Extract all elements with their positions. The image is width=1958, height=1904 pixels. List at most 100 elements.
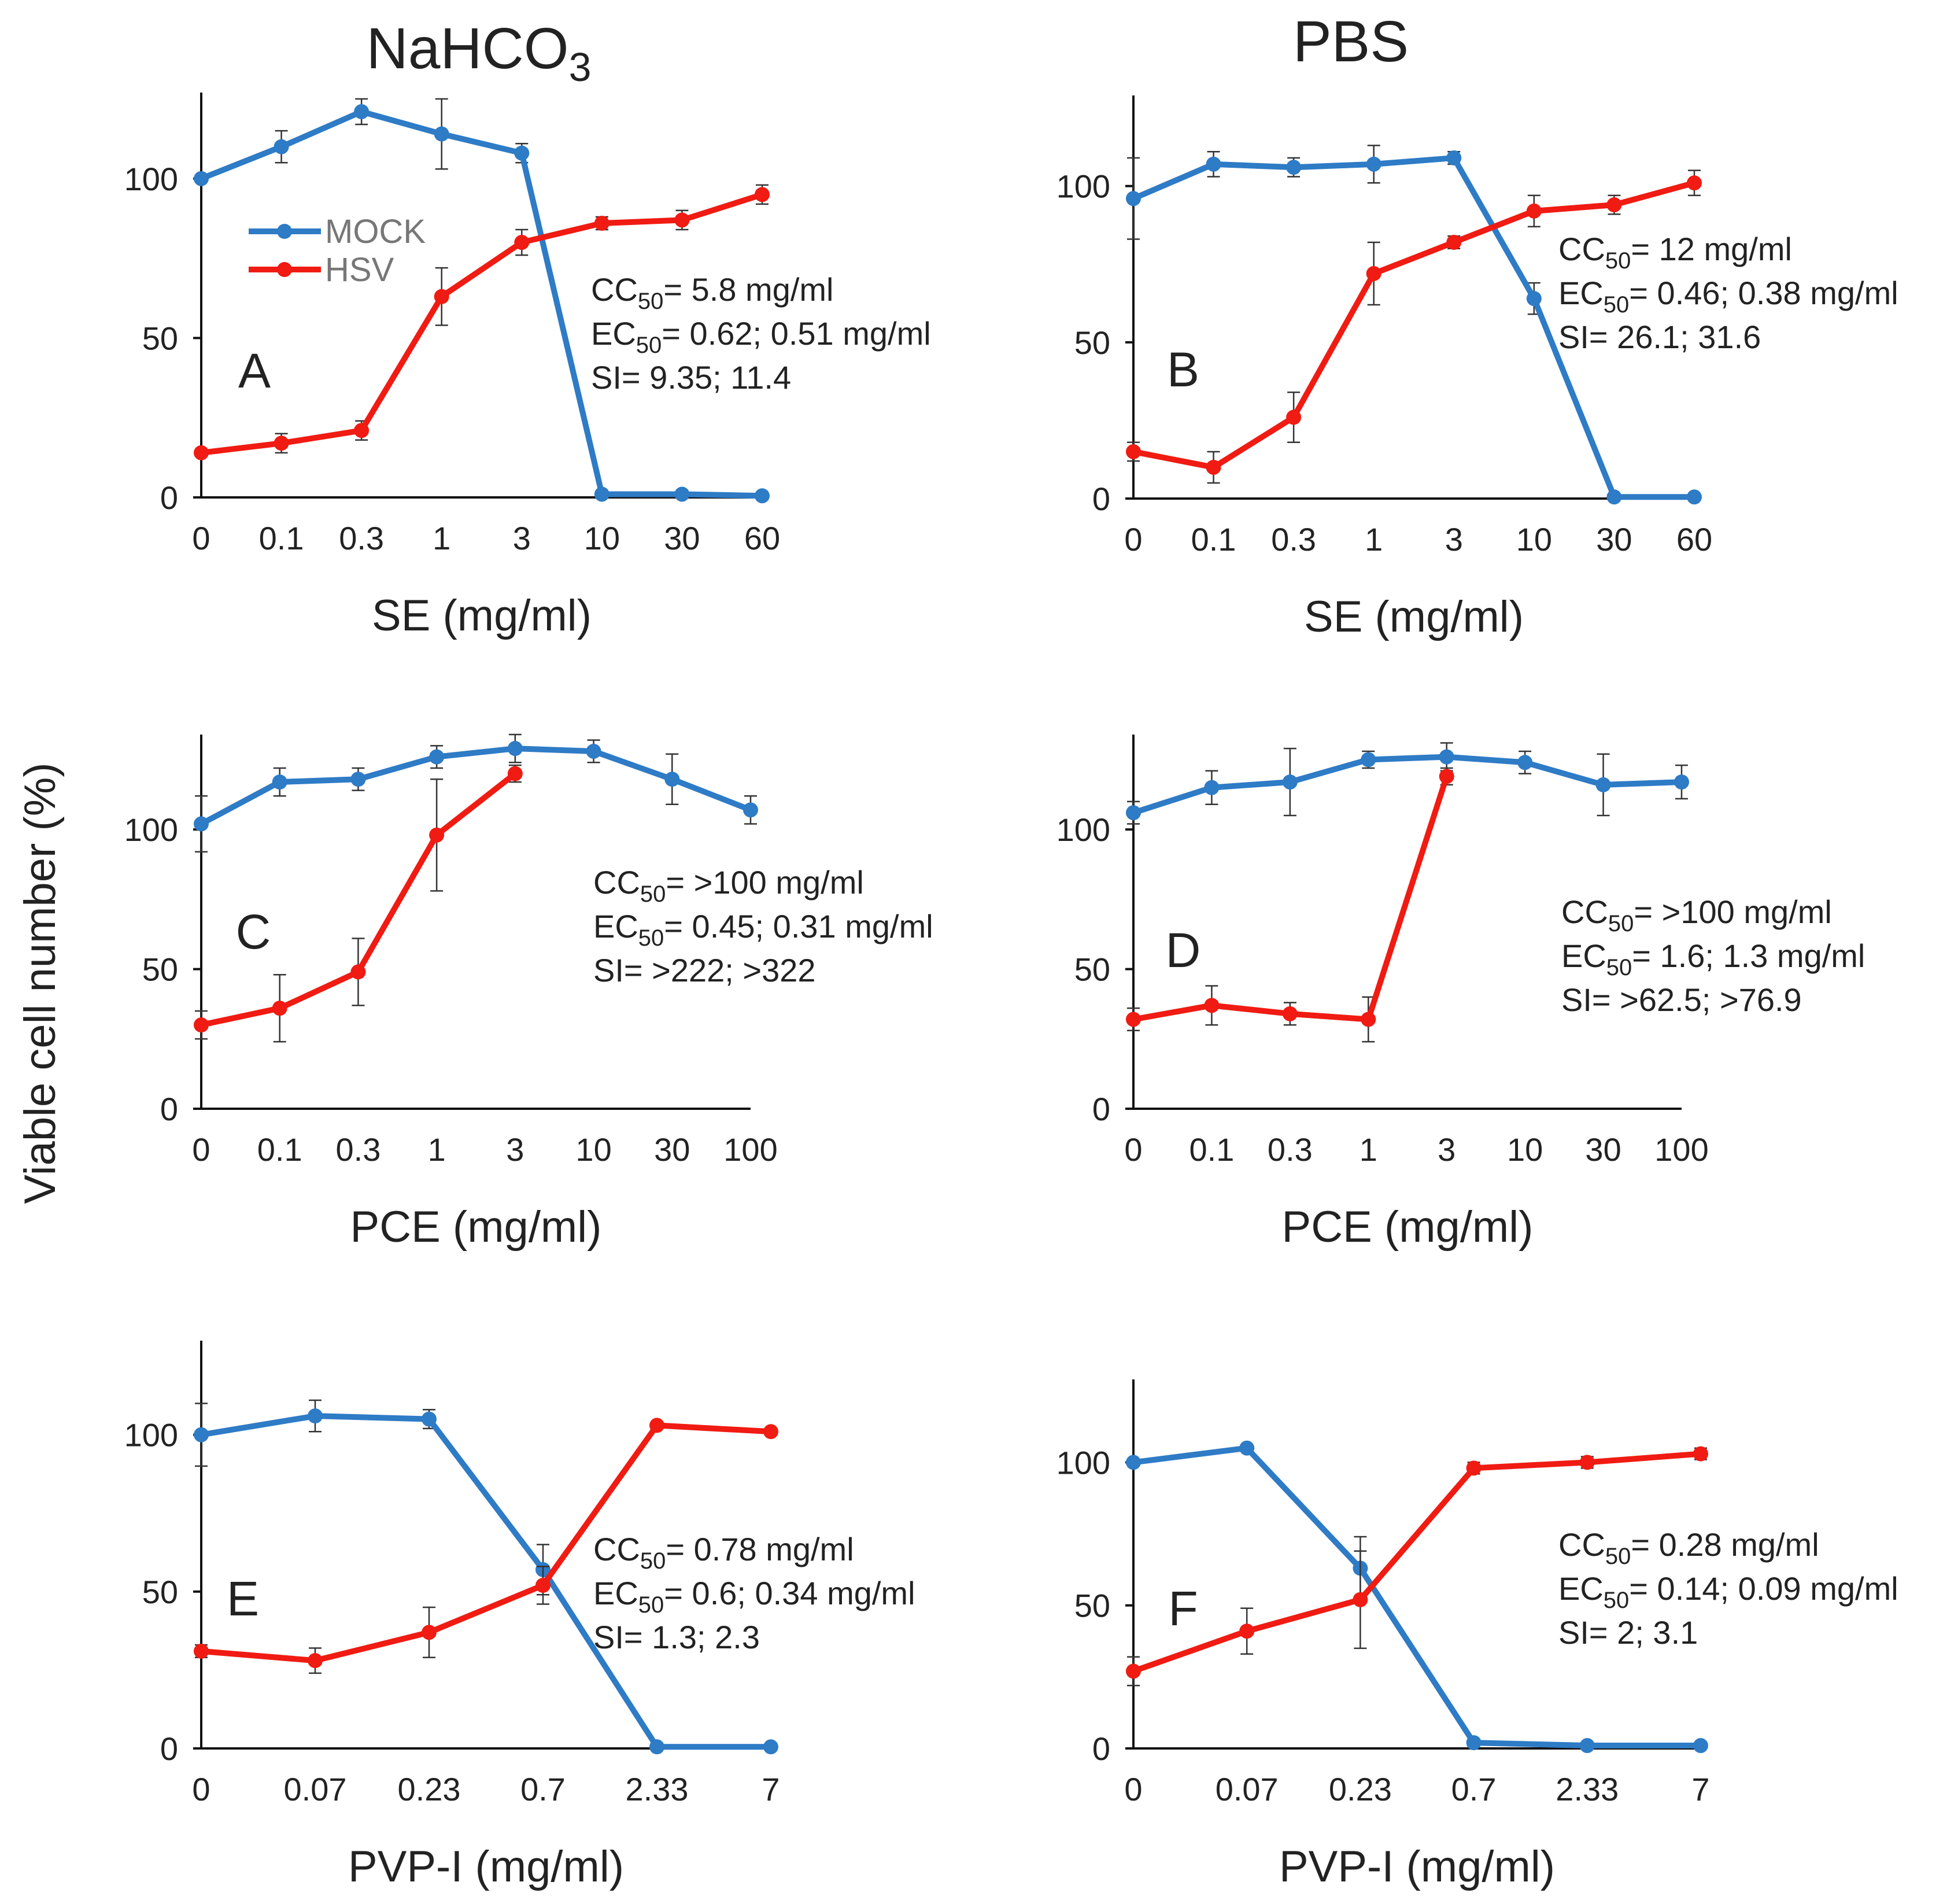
x-tick-label: 1 xyxy=(433,520,450,556)
x-tick-label: 30 xyxy=(1596,521,1632,558)
x-tick-label: 0 xyxy=(1124,1771,1142,1807)
series-hsv xyxy=(194,764,523,1043)
x-tick-label: 10 xyxy=(584,520,620,556)
series-hsv xyxy=(1126,169,1702,484)
panel-b: 0 50 100 0 0.1 0.3 1 3 10 30 60 SE (mg/ml) B CC50= 12… xyxy=(1056,95,1898,641)
data-point xyxy=(594,486,609,502)
y-tick-label: 50 xyxy=(142,320,178,356)
panel-f: 0 50 100 0 0.07 0.23 0.7 2.33 7 PVP-I (mg/ml) F CC5… xyxy=(1056,1379,1898,1891)
stat-line: CC50= >100 mg/ml xyxy=(1561,894,1832,936)
data-point xyxy=(1595,777,1611,792)
panel-letter: E xyxy=(227,1571,259,1626)
column-title-left: NaHCO3 xyxy=(367,16,592,90)
series-line xyxy=(1132,754,1682,816)
series-hsv xyxy=(1126,1446,1708,1687)
data-point xyxy=(1126,444,1141,459)
panel-letter: C xyxy=(236,905,271,959)
x-tick-label: 2.33 xyxy=(1556,1771,1619,1807)
x-tick-label: 30 xyxy=(1585,1131,1621,1168)
data-point xyxy=(1204,780,1220,795)
x-tick-label: 0.7 xyxy=(520,1771,566,1807)
x-tick-label: 10 xyxy=(575,1131,611,1168)
data-point xyxy=(1439,749,1454,765)
data-point xyxy=(755,187,770,202)
data-point xyxy=(649,1418,664,1433)
data-point xyxy=(1204,998,1220,1013)
data-point xyxy=(1286,409,1302,425)
x-tick-label: 10 xyxy=(1507,1131,1543,1168)
data-point xyxy=(1361,1012,1376,1027)
data-point xyxy=(1446,234,1462,250)
panel-d: 0 50 100 0 0.1 0.3 1 3 10 30 100 PCE (mg/ml) D CC50= … xyxy=(1056,735,1865,1252)
stat-line: CC50= 0.78 mg/ml xyxy=(593,1531,854,1574)
data-point xyxy=(194,1643,209,1659)
stat-line: EC50= 0.45; 0.31 mg/ml xyxy=(593,908,933,951)
data-point xyxy=(1353,1592,1368,1607)
series-hsv xyxy=(194,184,770,460)
series-mock xyxy=(194,733,758,853)
data-point xyxy=(535,1578,551,1593)
data-point xyxy=(664,772,680,787)
data-point xyxy=(1579,1455,1595,1470)
data-point xyxy=(1674,774,1689,790)
data-point xyxy=(1126,1012,1141,1027)
x-axis-label: SE (mg/ml) xyxy=(1304,592,1524,641)
legend-label: MOCK xyxy=(325,213,426,250)
y-tick-label: 50 xyxy=(1074,1588,1110,1624)
data-point xyxy=(308,1653,323,1669)
stat-line: EC50= 0.14; 0.09 mg/ml xyxy=(1558,1570,1898,1613)
data-point xyxy=(1206,156,1221,172)
x-tick-label: 3 xyxy=(1445,521,1463,558)
x-tick-label: 1 xyxy=(1359,1131,1377,1168)
data-point xyxy=(586,743,601,759)
data-point xyxy=(1282,1006,1298,1021)
data-point xyxy=(674,212,690,228)
data-point xyxy=(194,171,209,186)
data-point xyxy=(308,1408,323,1424)
x-tick-label: 0 xyxy=(192,1131,210,1168)
x-tick-label: 0.3 xyxy=(1268,1131,1313,1168)
data-point xyxy=(1579,1738,1595,1754)
x-axis-label: PCE (mg/ml) xyxy=(350,1202,602,1252)
x-axis-label: PVP-I (mg/ml) xyxy=(1279,1842,1555,1891)
data-point xyxy=(350,772,366,787)
x-tick-label: 3 xyxy=(506,1131,524,1168)
series-line xyxy=(201,191,763,456)
data-point xyxy=(1693,1446,1708,1462)
legend-item-hsv: HSV xyxy=(249,251,394,289)
data-point xyxy=(429,827,445,843)
data-point xyxy=(674,486,690,502)
series-mock xyxy=(1126,145,1702,505)
series-line xyxy=(200,109,763,499)
series-hsv xyxy=(194,1418,778,1674)
data-point xyxy=(1606,489,1622,505)
stat-line: CC50= 12 mg/ml xyxy=(1558,231,1792,274)
data-point xyxy=(1606,197,1622,213)
legend-item-mock: MOCK xyxy=(249,213,426,250)
y-tick-label: 0 xyxy=(160,1730,178,1767)
legend-label: HSV xyxy=(325,251,394,289)
x-tick-label: 0 xyxy=(1124,521,1142,558)
stat-line: SI= 1.3; 2.3 xyxy=(593,1619,760,1655)
data-point xyxy=(194,445,209,460)
x-tick-label: 1 xyxy=(1365,521,1383,558)
data-point xyxy=(755,488,770,504)
x-tick-label: 0 xyxy=(192,1771,210,1807)
data-point xyxy=(1239,1623,1255,1639)
data-point xyxy=(194,1017,209,1033)
y-tick-label: 0 xyxy=(1092,1730,1110,1767)
data-point xyxy=(514,145,530,161)
stat-line: SI= 2; 3.1 xyxy=(1558,1614,1698,1651)
series-line xyxy=(1132,1451,1701,1674)
stat-line: EC50= 0.46; 0.38 mg/ml xyxy=(1558,275,1898,318)
x-tick-label: 0.3 xyxy=(339,520,384,556)
y-tick-label: 50 xyxy=(142,1574,178,1610)
x-tick-label: 0 xyxy=(1124,1131,1142,1168)
data-point xyxy=(1282,774,1298,790)
y-tick-label: 0 xyxy=(1092,1091,1110,1127)
data-point xyxy=(1366,156,1381,172)
series-line xyxy=(1133,1445,1701,1749)
x-tick-label: 0.1 xyxy=(1189,1131,1234,1168)
y-tick-label: 100 xyxy=(1056,811,1110,848)
